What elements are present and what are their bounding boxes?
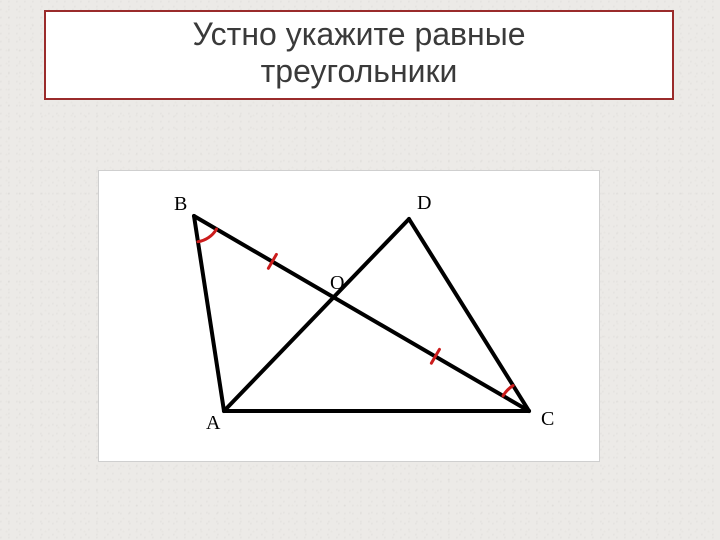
svg-text:O: O [330, 272, 344, 294]
svg-text:B: B [174, 193, 187, 215]
title-line-1: Устно укажите равные [56, 16, 662, 53]
svg-text:D: D [417, 192, 431, 214]
svg-text:A: A [206, 412, 221, 434]
geometry-figure: A B C D O [99, 171, 599, 461]
figure-card: A B C D O [98, 170, 600, 462]
title-box: Устно укажите равные треугольники [44, 10, 674, 100]
slide-page: Устно укажите равные треугольники A B C D O [0, 0, 720, 540]
title-line-2: треугольники [56, 53, 662, 90]
svg-text:C: C [541, 408, 554, 430]
